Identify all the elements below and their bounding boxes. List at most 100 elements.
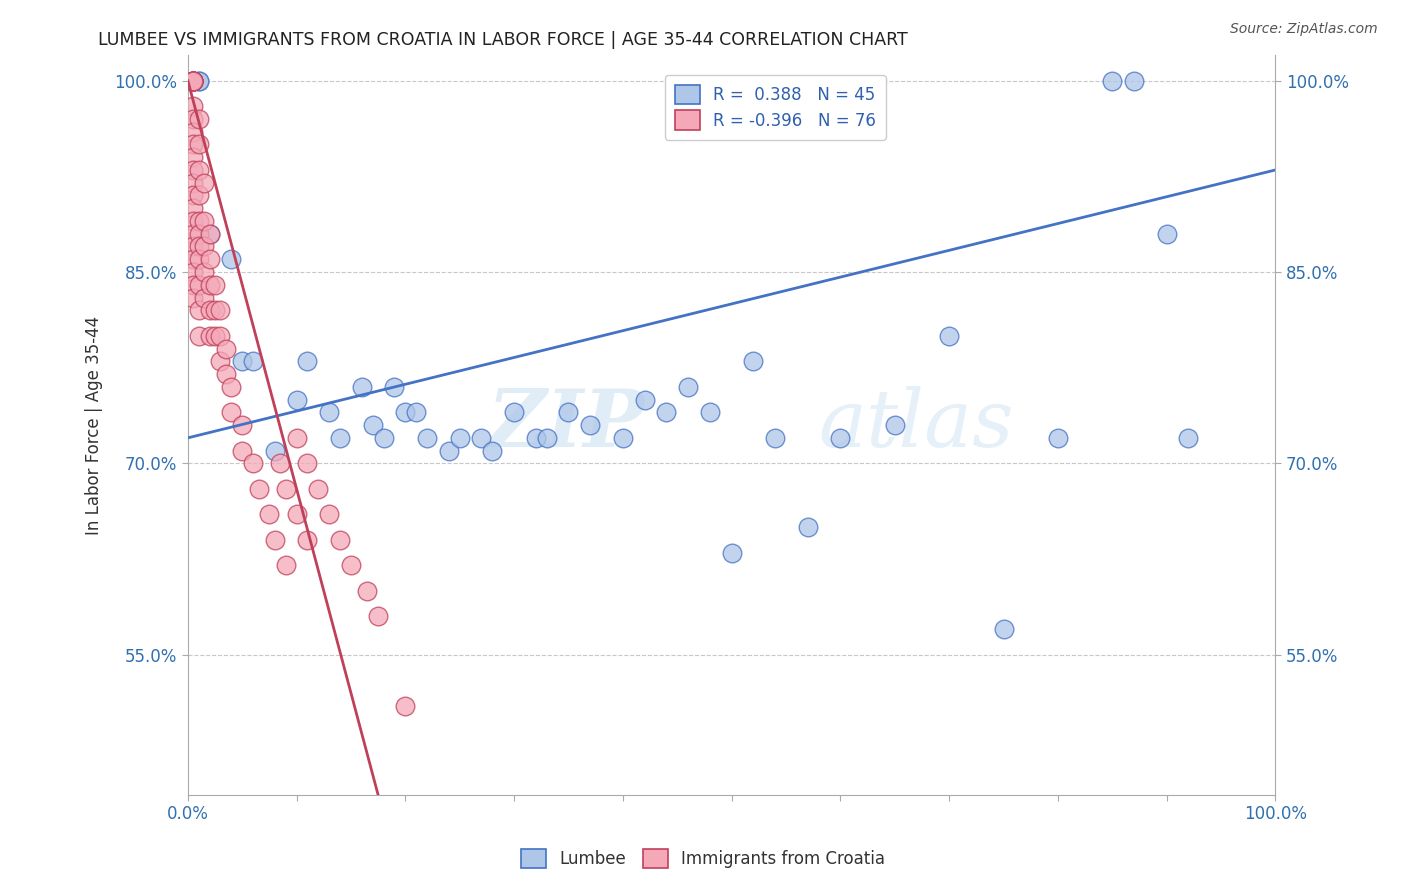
Point [340, 558, 363, 573]
Point [181, 73, 204, 87]
Point [221, 405, 243, 419]
Point [247, 482, 270, 496]
Point [231, 443, 253, 458]
Point [181, 239, 204, 253]
Point [329, 431, 352, 445]
Point [437, 443, 460, 458]
Point [187, 328, 209, 343]
Point [187, 73, 209, 87]
Point [181, 73, 204, 87]
Point [329, 533, 352, 547]
Point [242, 354, 264, 368]
Point [367, 609, 389, 624]
Point [242, 456, 264, 470]
Point [655, 405, 678, 419]
Point [796, 520, 818, 534]
Point [198, 328, 221, 343]
Point [394, 698, 416, 713]
Point [763, 431, 786, 445]
Point [181, 73, 204, 87]
Point [198, 252, 221, 267]
Point [193, 176, 215, 190]
Point [187, 112, 209, 126]
Point [297, 533, 319, 547]
Point [181, 150, 204, 164]
Point [384, 380, 406, 394]
Point [221, 252, 243, 267]
Point [259, 508, 281, 522]
Point [181, 73, 204, 87]
Point [612, 431, 634, 445]
Point [481, 443, 503, 458]
Point [285, 392, 308, 407]
Point [181, 265, 204, 279]
Point [181, 137, 204, 152]
Point [699, 405, 721, 419]
Point [181, 73, 204, 87]
Point [285, 431, 308, 445]
Point [193, 265, 215, 279]
Point [181, 73, 204, 87]
Point [231, 418, 253, 433]
Point [204, 328, 226, 343]
Point [181, 163, 204, 178]
Point [187, 214, 209, 228]
Point [181, 214, 204, 228]
Point [449, 431, 471, 445]
Point [215, 342, 238, 356]
Point [307, 482, 329, 496]
Point [181, 188, 204, 202]
Point [181, 125, 204, 139]
Text: ZIP: ZIP [488, 386, 644, 464]
Point [209, 354, 232, 368]
Point [198, 227, 221, 241]
Point [204, 303, 226, 318]
Point [503, 405, 526, 419]
Point [187, 137, 209, 152]
Point [221, 380, 243, 394]
Point [883, 418, 905, 433]
Text: atlas: atlas [818, 386, 1014, 464]
Point [193, 214, 215, 228]
Point [1156, 227, 1178, 241]
Legend: Lumbee, Immigrants from Croatia: Lumbee, Immigrants from Croatia [515, 842, 891, 875]
Point [1046, 431, 1069, 445]
Point [187, 163, 209, 178]
Point [356, 583, 378, 598]
Point [1123, 73, 1146, 87]
Point [470, 431, 492, 445]
Point [269, 456, 291, 470]
Point [181, 99, 204, 113]
Point [405, 405, 427, 419]
Point [676, 380, 699, 394]
Point [742, 354, 765, 368]
Point [938, 328, 960, 343]
Text: LUMBEE VS IMMIGRANTS FROM CROATIA IN LABOR FORCE | AGE 35-44 CORRELATION CHART: LUMBEE VS IMMIGRANTS FROM CROATIA IN LAB… [98, 31, 908, 49]
Y-axis label: In Labor Force | Age 35-44: In Labor Force | Age 35-44 [86, 316, 103, 534]
Point [187, 239, 209, 253]
Point [187, 188, 209, 202]
Point [187, 303, 209, 318]
Point [1101, 73, 1123, 87]
Point [394, 405, 416, 419]
Point [181, 252, 204, 267]
Text: Source: ZipAtlas.com: Source: ZipAtlas.com [1230, 22, 1378, 37]
Point [318, 405, 340, 419]
Point [633, 392, 655, 407]
Point [285, 508, 308, 522]
Point [274, 558, 297, 573]
Point [524, 431, 547, 445]
Point [181, 112, 204, 126]
Point [297, 456, 319, 470]
Point [993, 622, 1015, 636]
Point [297, 354, 319, 368]
Point [536, 431, 558, 445]
Point [198, 227, 221, 241]
Point [350, 380, 373, 394]
Point [181, 176, 204, 190]
Point [361, 418, 384, 433]
Point [187, 277, 209, 292]
Point [187, 252, 209, 267]
Point [231, 354, 253, 368]
Point [263, 443, 285, 458]
